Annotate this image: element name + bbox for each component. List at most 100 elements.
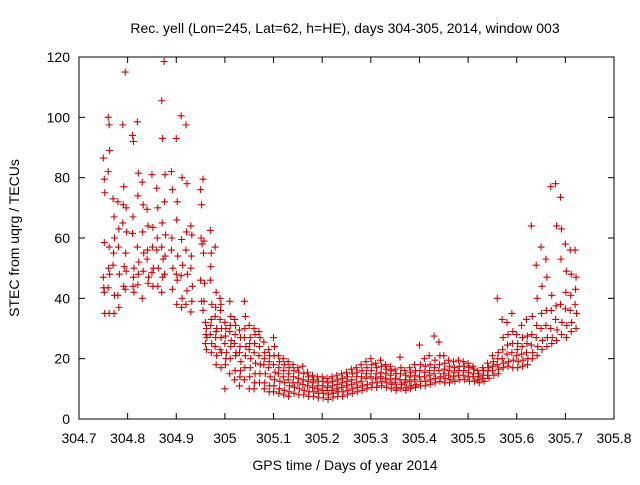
data-point (240, 376, 248, 384)
data-point (279, 373, 287, 381)
data-point (339, 392, 347, 400)
data-point (130, 288, 138, 296)
data-point (154, 282, 162, 290)
data-point (179, 261, 187, 269)
data-point (178, 294, 186, 302)
data-point (430, 332, 438, 340)
data-point (187, 308, 195, 316)
data-point (158, 243, 166, 251)
data-point (445, 371, 453, 379)
data-point (140, 249, 148, 257)
data-point (378, 362, 386, 370)
data-point (183, 180, 191, 188)
data-point (313, 385, 321, 393)
data-point (270, 382, 278, 390)
data-point (537, 325, 545, 332)
data-point (295, 385, 303, 393)
data-point (514, 364, 522, 372)
data-point (488, 367, 496, 375)
data-point (514, 358, 522, 366)
data-point (537, 243, 545, 251)
data-point (518, 343, 526, 351)
data-point (183, 287, 191, 295)
data-point (199, 306, 207, 314)
data-point (284, 376, 292, 384)
data-point (168, 234, 176, 242)
data-point (256, 334, 264, 342)
data-point (328, 386, 336, 394)
data-point (247, 355, 255, 363)
data-point (494, 349, 502, 357)
data-point (519, 356, 527, 364)
data-point (367, 367, 375, 375)
data-point (217, 300, 225, 308)
data-point (274, 352, 282, 360)
data-point (561, 305, 569, 313)
data-point (216, 346, 224, 354)
data-point (527, 222, 535, 230)
data-point (153, 246, 161, 254)
x-tick-label: 305.1 (256, 430, 291, 446)
data-point (104, 113, 112, 121)
data-point (294, 364, 302, 372)
data-point (280, 367, 288, 375)
data-point (265, 358, 273, 366)
data-point (402, 386, 410, 394)
data-point (251, 331, 259, 339)
data-point (523, 332, 531, 340)
data-point (357, 377, 365, 385)
data-point (542, 321, 550, 329)
data-point (568, 318, 576, 326)
data-point (236, 367, 244, 375)
data-point (265, 346, 273, 354)
data-point (208, 340, 216, 348)
data-point (513, 331, 521, 339)
data-point (542, 255, 550, 263)
data-point (227, 343, 235, 351)
data-point (99, 154, 107, 162)
data-point (552, 315, 560, 323)
data-point (110, 249, 118, 257)
data-point (562, 334, 570, 342)
data-point (571, 300, 579, 308)
data-point (362, 358, 370, 366)
data-point (144, 279, 152, 287)
data-point (381, 374, 389, 382)
data-point (509, 356, 517, 364)
data-point (548, 334, 556, 342)
data-point (426, 361, 434, 369)
data-point (528, 331, 536, 339)
data-point (533, 294, 541, 302)
data-point (250, 325, 258, 332)
data-point (120, 282, 128, 290)
data-point (426, 380, 434, 388)
data-point (562, 288, 570, 296)
data-point (226, 297, 234, 305)
data-point (503, 318, 511, 326)
data-point (161, 198, 169, 206)
data-point (129, 213, 137, 221)
data-point (211, 312, 219, 320)
data-point (300, 391, 308, 399)
data-point (261, 379, 269, 387)
data-point (178, 303, 186, 311)
data-point (299, 362, 307, 370)
data-point (440, 352, 448, 360)
data-point (182, 300, 190, 308)
data-point (445, 356, 453, 364)
data-point (178, 236, 186, 244)
data-point (216, 315, 224, 323)
data-point (553, 222, 561, 230)
data-point (470, 377, 478, 385)
data-point (231, 376, 239, 384)
data-point (552, 302, 560, 310)
data-point (573, 309, 581, 317)
data-point (377, 373, 385, 381)
data-point (464, 359, 472, 367)
data-point (178, 174, 186, 182)
data-point (523, 361, 531, 369)
data-point (122, 204, 130, 212)
data-point (232, 352, 240, 360)
data-point (231, 315, 239, 323)
data-point (348, 370, 356, 378)
